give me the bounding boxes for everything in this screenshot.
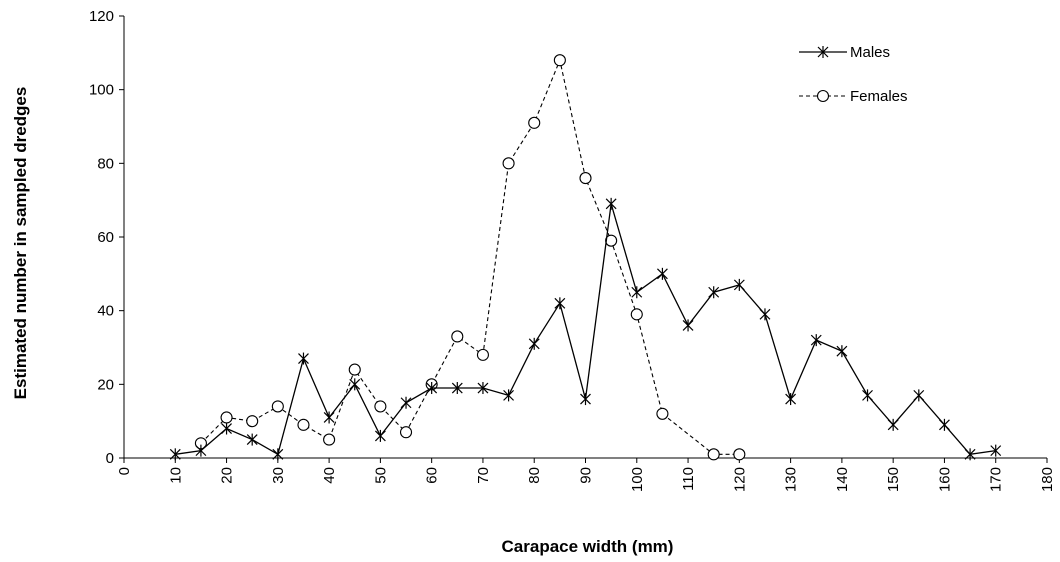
data-point-males (554, 297, 566, 310)
data-point-males (580, 393, 591, 406)
legend: Males Females (799, 44, 908, 105)
series-line-females (200, 58, 740, 455)
data-point-males (964, 448, 976, 461)
data-point-males (631, 286, 643, 299)
data-point-males (195, 444, 207, 457)
x-tick-label: 180 (1039, 467, 1056, 492)
data-point-males (708, 286, 720, 299)
x-tick-label: 150 (885, 467, 902, 492)
legend-label-females: Females (850, 88, 908, 105)
data-point-females (220, 411, 233, 424)
data-point-males (862, 389, 873, 402)
x-tick-label: 170 (988, 467, 1005, 492)
data-point-males (939, 418, 950, 431)
data-point-males (323, 411, 335, 424)
data-point-males (169, 448, 181, 461)
x-tick-label: 40 (321, 467, 338, 484)
x-tick-label: 60 (424, 467, 441, 484)
data-point-females (271, 400, 284, 413)
x-tick-label: 10 (167, 467, 184, 484)
x-tick-label: 130 (783, 467, 800, 492)
x-tick-label: 0 (116, 467, 133, 475)
y-tick-label: 0 (106, 450, 114, 467)
series-line-males (175, 203, 996, 456)
legend-item-males: Males (799, 44, 890, 61)
data-point-males (451, 382, 463, 395)
data-point-males (400, 396, 412, 409)
data-point-males (503, 389, 515, 402)
y-axis-title: Estimated number in sampled dredges (11, 87, 30, 400)
x-tick-label: 160 (936, 467, 953, 492)
data-point-males (349, 378, 361, 391)
data-point-females (399, 426, 413, 439)
data-point-males (836, 345, 848, 358)
data-point-females (579, 172, 592, 185)
data-point-males (682, 319, 694, 332)
y-tick-label: 60 (97, 229, 114, 246)
data-point-females (502, 157, 515, 170)
data-point-males (426, 382, 438, 395)
data-point-males (605, 197, 617, 210)
data-point-females (553, 54, 566, 67)
data-point-males (759, 308, 771, 321)
data-point-males (887, 418, 899, 431)
x-tick-label: 110 (680, 467, 697, 491)
data-point-females (476, 348, 489, 361)
x-tick-label: 100 (629, 467, 646, 492)
y-tick-label: 120 (89, 8, 114, 25)
x-tick-label: 90 (578, 467, 595, 484)
data-point-females (656, 407, 669, 420)
x-tick-label: 30 (270, 467, 287, 484)
y-tick-label: 40 (97, 303, 114, 320)
data-point-males (528, 337, 540, 350)
legend-symbol (817, 46, 829, 58)
data-point-males (272, 448, 284, 461)
data-point-females (733, 448, 746, 461)
data-point-males (477, 382, 489, 395)
series-layer (169, 54, 1002, 461)
axes (123, 16, 1047, 459)
legend-symbol (816, 89, 830, 103)
data-point-females (297, 418, 310, 431)
data-point-males (733, 278, 745, 291)
data-point-females (323, 433, 336, 446)
data-point-females (605, 234, 618, 247)
series-females (194, 54, 746, 461)
series-males (169, 197, 1002, 461)
data-point-males (246, 433, 258, 446)
data-point-females (707, 448, 720, 461)
legend-item-females: Females (799, 88, 908, 105)
y-tick-label: 100 (89, 82, 114, 99)
data-point-males (374, 429, 386, 442)
data-point-females (630, 308, 643, 321)
data-point-males (656, 267, 668, 280)
data-point-males (221, 422, 232, 435)
data-point-females (348, 363, 361, 376)
data-point-females (451, 330, 464, 343)
y-tick-label: 80 (97, 155, 114, 172)
data-point-males (990, 444, 1002, 457)
x-tick-label: 70 (475, 467, 492, 484)
x-tick-label: 120 (731, 467, 748, 492)
legend-marker-females (816, 89, 830, 103)
x-tick-label: 140 (834, 467, 851, 492)
x-tick-label: 80 (526, 467, 543, 484)
data-point-males (785, 393, 797, 406)
data-point-males (298, 352, 309, 365)
data-point-females (528, 116, 541, 129)
legend-marker-males (817, 46, 829, 58)
data-point-females (374, 400, 387, 413)
axis-ticks: 0 20 40 60 80 100 120 0 10 20 30 40 50 60 70 80 90 100 110… (89, 8, 1056, 492)
legend-label-males: Males (850, 44, 890, 61)
x-tick-label: 20 (219, 467, 236, 484)
data-point-males (810, 334, 822, 347)
data-point-females (246, 415, 259, 428)
x-tick-label: 50 (372, 467, 389, 484)
y-tick-label: 20 (97, 376, 114, 393)
x-axis-title: Carapace width (mm) (502, 537, 674, 556)
data-point-males (913, 389, 925, 402)
